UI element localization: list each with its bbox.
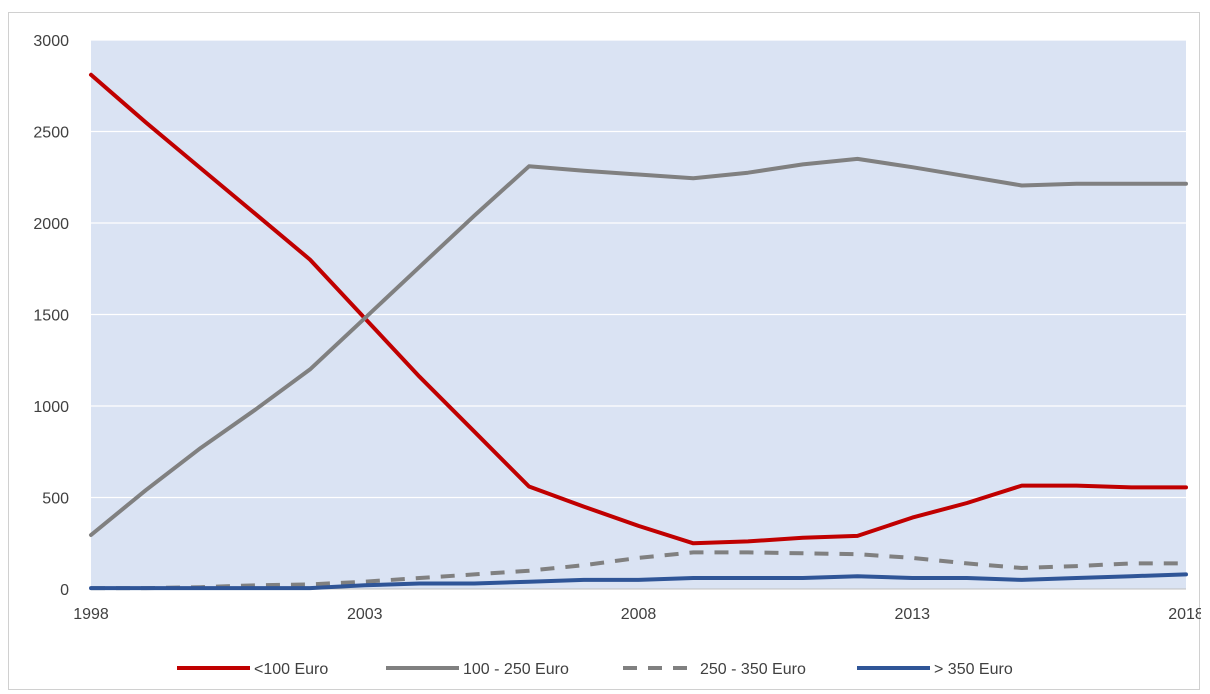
series-lines [89, 72, 1188, 591]
legend: <100 Euro 100 - 250 Euro 250 - 350 Euro > 3… [177, 661, 1013, 678]
legend-label-1: 100 - 250 Euro [463, 661, 569, 678]
x-tick-label-2008: 2008 [621, 606, 657, 623]
x-tick-label-2003: 2003 [347, 606, 383, 623]
series-line-0 [89, 72, 1188, 546]
y-tick-label-0: 0 [60, 582, 69, 599]
y-tick-label-2500: 2500 [33, 125, 69, 142]
x-tick-label-2013: 2013 [894, 606, 930, 623]
x-axis-tick-labels: 1998 2003 2008 2013 2018 [73, 606, 1201, 623]
gridlines [91, 39, 1186, 590]
legend-label-3: > 350 Euro [934, 661, 1013, 678]
line-chart: 0 500 1000 1500 2000 2500 3000 1998 2003 2008 201… [33, 33, 1201, 678]
y-tick-label-500: 500 [42, 491, 69, 508]
x-tick-label-2018: 2018 [1168, 606, 1201, 623]
x-tick-label-1998: 1998 [73, 606, 109, 623]
y-tick-label-2000: 2000 [33, 216, 69, 233]
series-line-2 [91, 550, 1186, 591]
chart-frame: 0 500 1000 1500 2000 2500 3000 1998 2003 2008 201… [8, 12, 1201, 690]
legend-label-0: <100 Euro [254, 661, 328, 678]
y-tick-label-3000: 3000 [33, 33, 69, 50]
y-axis-tick-labels: 0 500 1000 1500 2000 2500 3000 [33, 33, 69, 599]
y-tick-label-1500: 1500 [33, 308, 69, 325]
series-line-1 [89, 156, 1188, 537]
y-tick-label-1000: 1000 [33, 399, 69, 416]
legend-label-2: 250 - 350 Euro [700, 661, 806, 678]
series-line-3 [89, 572, 1188, 591]
